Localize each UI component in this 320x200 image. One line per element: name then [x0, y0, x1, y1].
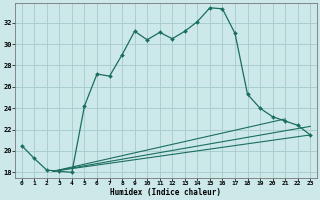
X-axis label: Humidex (Indice chaleur): Humidex (Indice chaleur)	[110, 188, 221, 197]
